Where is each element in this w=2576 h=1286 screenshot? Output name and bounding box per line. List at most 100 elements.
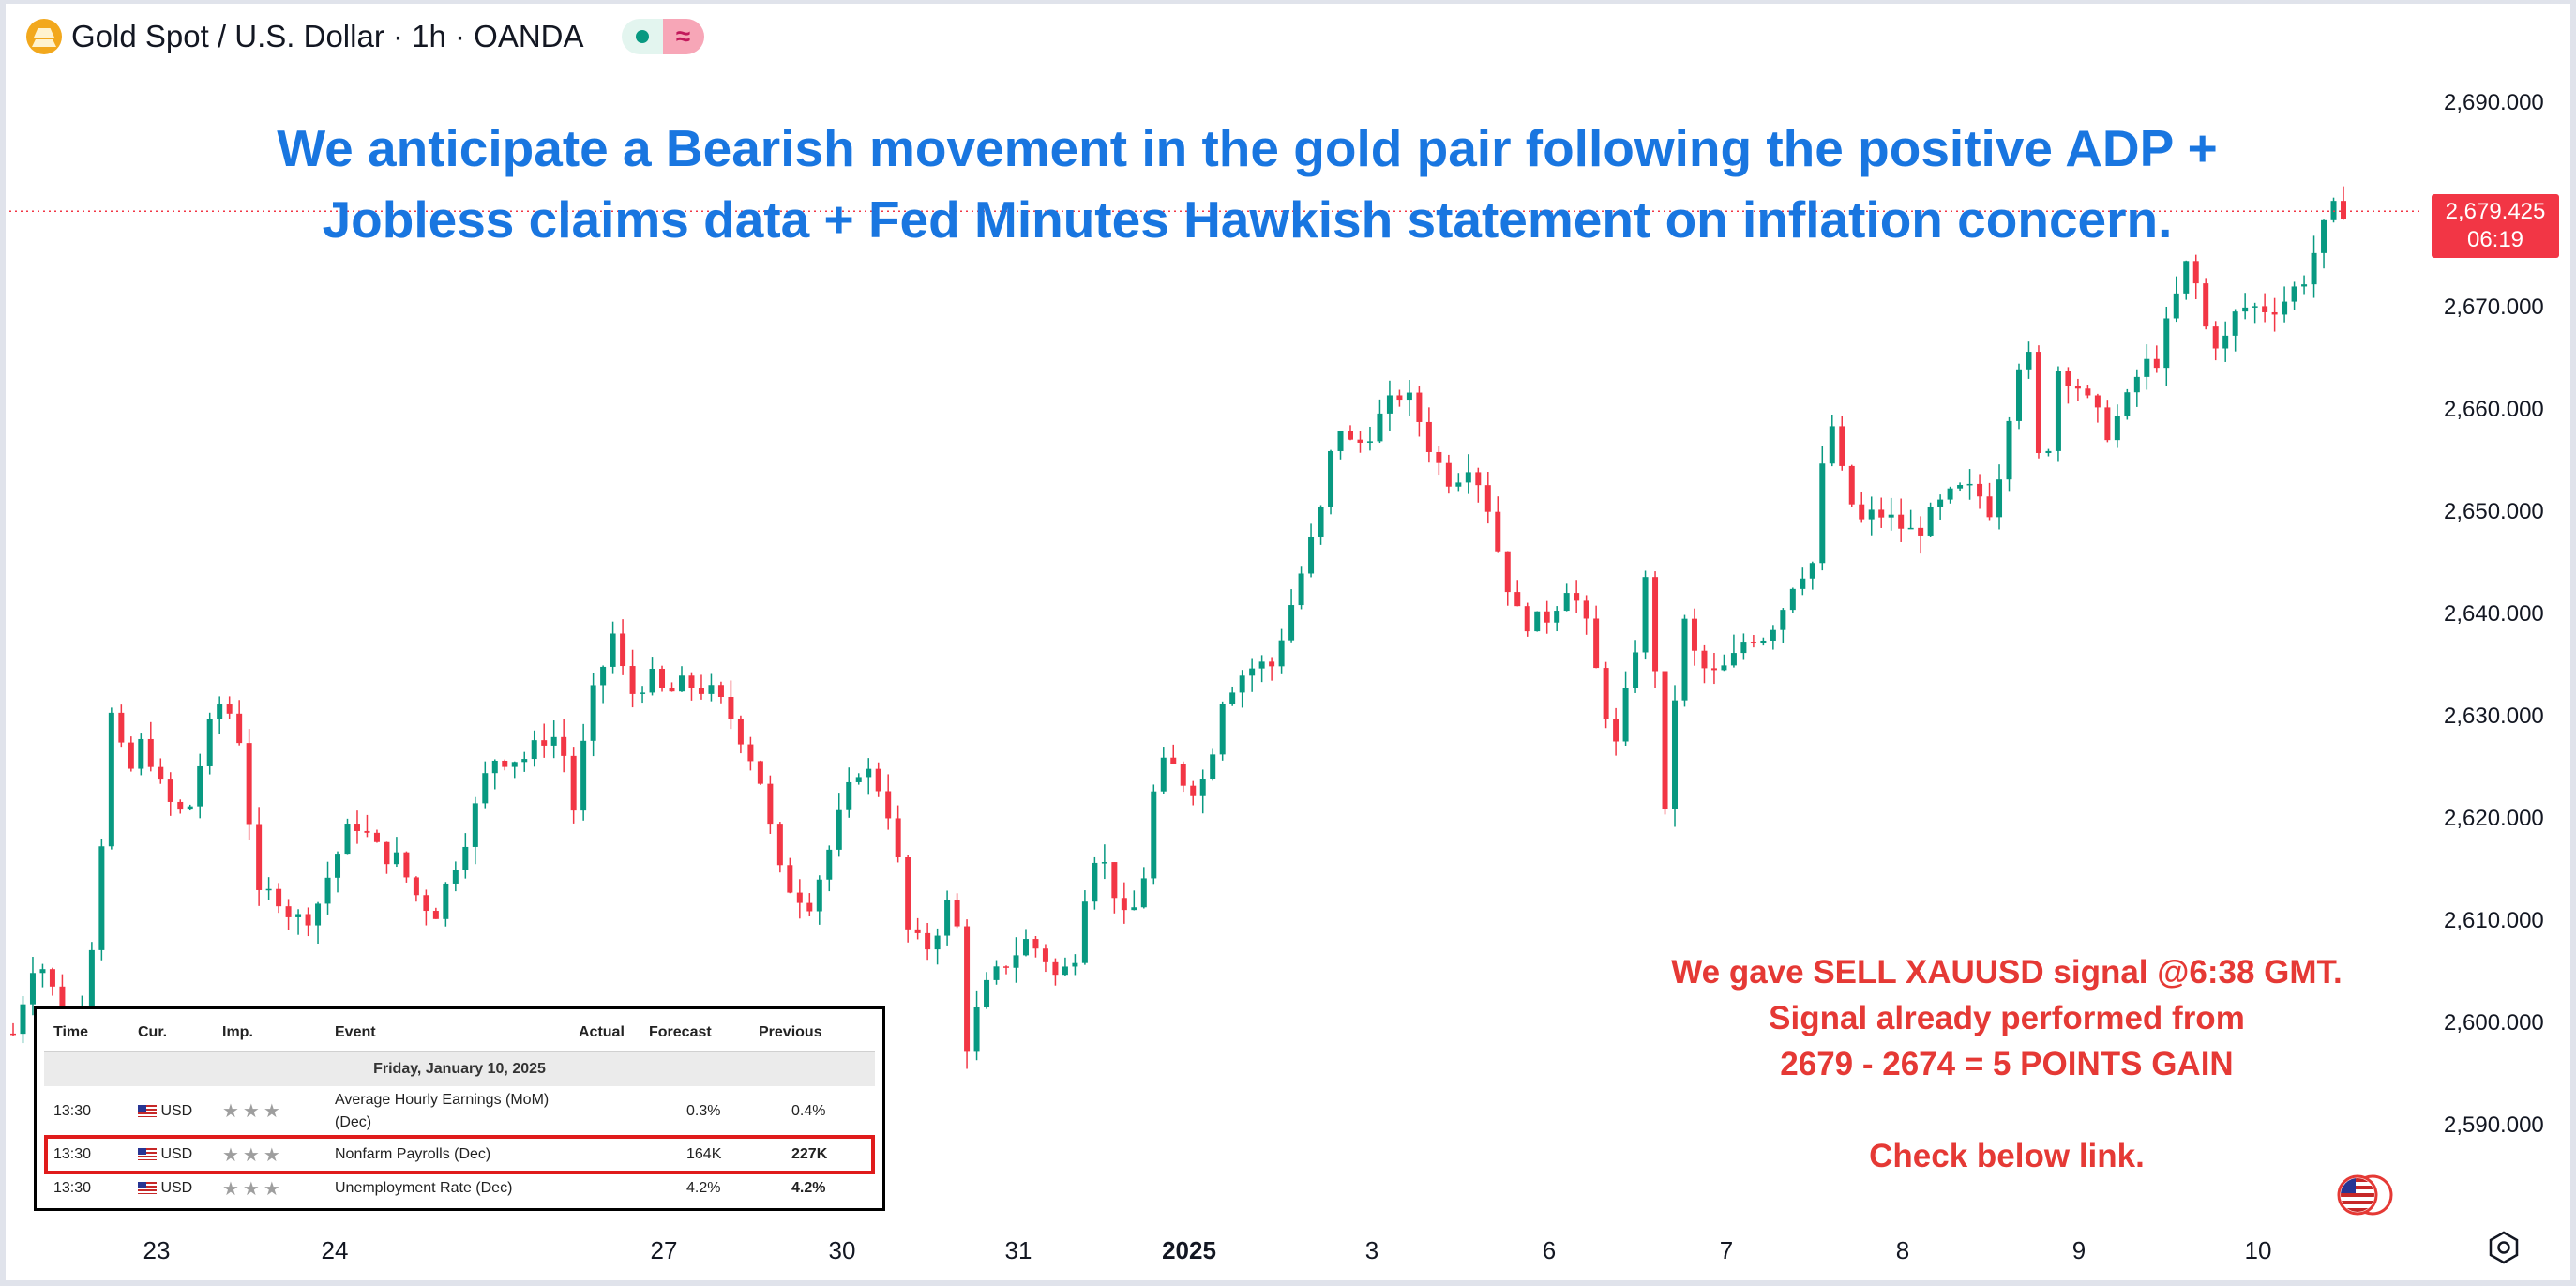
candle-body <box>2114 416 2120 441</box>
candle-body <box>1445 462 1452 487</box>
candle-body <box>177 801 184 810</box>
candle-body <box>246 743 252 825</box>
candle-body <box>206 719 213 766</box>
candle-body <box>2341 201 2347 219</box>
candle-body <box>846 781 852 810</box>
candle-body <box>98 846 105 950</box>
candle-body <box>1062 966 1068 976</box>
candle-body <box>895 818 901 858</box>
calendar-row[interactable]: 13:30 USD ★★★ Average Hourly Earnings (M… <box>44 1088 875 1138</box>
time-tick-label: 27 <box>650 1236 678 1264</box>
us-flag-icon <box>138 1148 157 1161</box>
candle-body <box>2015 369 2022 421</box>
data-delay-icon[interactable]: ≈ <box>662 19 704 54</box>
candle-body <box>531 740 537 760</box>
candle-body <box>905 857 911 930</box>
economic-calendar-panel: Time Cur. Imp. Event Actual Forecast Pre… <box>34 1006 885 1211</box>
candle-body <box>2330 201 2337 220</box>
candle-body <box>1072 962 1078 967</box>
candle-body <box>580 740 587 811</box>
candle-body <box>1563 593 1570 612</box>
candle-body <box>432 911 439 919</box>
candle-body <box>1436 451 1442 463</box>
candle-body <box>757 761 763 784</box>
candle-body <box>1633 652 1639 688</box>
candle-body <box>550 736 557 746</box>
candle-body <box>1386 395 1393 414</box>
row-event: Unemployment Rate (Dec) <box>335 1180 513 1196</box>
candle-body <box>1642 577 1649 653</box>
candle-body <box>2045 450 2052 453</box>
candle-body <box>708 685 715 694</box>
candle-body <box>482 773 489 804</box>
candle-body <box>491 760 498 774</box>
candle-body <box>1996 479 2003 518</box>
signal-line-4 <box>1594 1087 2419 1133</box>
headline-annotation: We anticipate a Bearish movement in the … <box>188 113 2307 255</box>
bar-countdown: 06:19 <box>2466 227 2524 252</box>
candle-body <box>1770 629 1776 641</box>
candle-body <box>226 704 233 714</box>
candle-body <box>2124 392 2131 416</box>
candle-body <box>1081 901 1088 963</box>
calendar-row-highlighted[interactable]: 13:30 USD ★★★ Nonfarm Payrolls (Dec) 164… <box>44 1135 875 1174</box>
candle-body <box>2212 326 2219 349</box>
candle-body <box>964 926 971 1052</box>
candle-body <box>2094 395 2101 408</box>
header-importance: Imp. <box>222 1024 253 1040</box>
candle-body <box>1160 757 1167 792</box>
candle-body <box>1288 605 1295 641</box>
price-tick-label: 2,690.000 <box>2444 90 2544 115</box>
candle-body <box>1140 878 1147 908</box>
candle-body <box>236 713 243 744</box>
candle-body <box>1092 862 1098 902</box>
candle-body <box>1425 421 1432 452</box>
signal-line-2: Signal already performed from <box>1769 1000 2245 1036</box>
candle-body <box>1554 611 1560 623</box>
calendar-date-row: Friday, January 10, 2025 <box>44 1052 875 1086</box>
candle-body <box>640 692 646 694</box>
price-axis[interactable]: 2,690.0002,680.0002,670.0002,660.0002,65… <box>2401 0 2576 1286</box>
candle-body <box>295 914 302 917</box>
candle-body <box>776 824 783 866</box>
candle-body <box>2055 371 2061 451</box>
candle-body <box>2173 293 2179 319</box>
market-open-status[interactable] <box>621 19 663 54</box>
chart-settings-icon[interactable] <box>2485 1229 2523 1266</box>
candles-layer <box>10 186 2347 1069</box>
calendar-row[interactable]: 13:30 USD ★★★ Unemployment Rate (Dec) 4.… <box>44 1176 875 1204</box>
candle-body <box>2301 284 2308 287</box>
candle-body <box>1613 719 1619 742</box>
row-event: Average Hourly Earnings (MoM) <box>335 1092 550 1108</box>
importance-stars-icon: ★★★ <box>222 1179 284 1200</box>
candle-body <box>1701 650 1708 669</box>
candle-body <box>836 809 842 850</box>
candle-body <box>138 738 144 769</box>
candle-body <box>344 824 351 855</box>
candle-body <box>1710 668 1717 671</box>
candle-body <box>620 633 626 667</box>
candle-body <box>1258 661 1265 669</box>
candle-body <box>1574 593 1580 601</box>
header-event: Event <box>335 1024 376 1040</box>
price-tick-label: 2,660.000 <box>2444 397 2544 422</box>
time-tick-label: 23 <box>143 1236 171 1264</box>
candle-body <box>1583 600 1589 619</box>
candle-body <box>1269 661 1275 667</box>
price-tick-label: 2,600.000 <box>2444 1010 2544 1036</box>
usd-event-flag-icon[interactable] <box>2335 1173 2395 1218</box>
candle-body <box>10 1033 16 1036</box>
signal-annotation: We gave SELL XAUUSD signal @6:38 GMT. Si… <box>1594 949 2419 1179</box>
candle-body <box>2192 261 2199 284</box>
candle-body <box>610 633 616 667</box>
candle-body <box>1308 536 1315 574</box>
candle-body <box>1318 507 1324 537</box>
candle-body <box>49 969 55 987</box>
market-status-pill[interactable]: ≈ <box>621 19 704 54</box>
candle-body <box>1859 504 1865 520</box>
candle-body <box>1013 955 1019 968</box>
importance-stars-icon: ★★★ <box>222 1145 284 1166</box>
symbol-title[interactable]: Gold Spot / U.S. Dollar · 1h · OANDA <box>71 19 584 53</box>
us-flag-icon <box>138 1182 157 1195</box>
